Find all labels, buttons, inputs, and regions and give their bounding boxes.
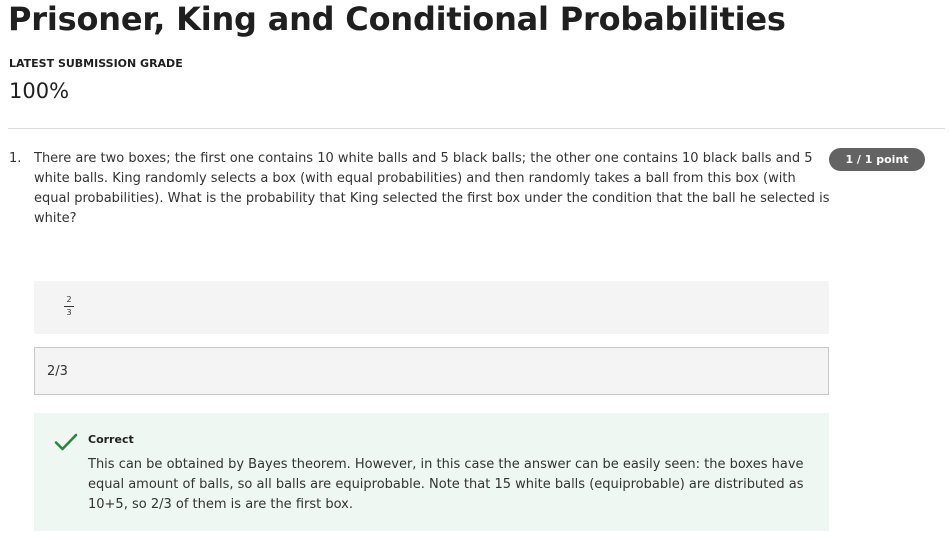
feedback-status: Correct — [88, 433, 134, 446]
page-title: Prisoner, King and Conditional Probabili… — [8, 0, 786, 38]
feedback-panel: Correct This can be obtained by Bayes th… — [34, 413, 829, 531]
question-number: 1. — [9, 151, 22, 166]
answer-input[interactable] — [34, 347, 829, 395]
question-text: There are two boxes; the first one conta… — [34, 151, 830, 226]
fraction-numerator: 2 — [64, 295, 74, 307]
answer-math-preview: 2 3 — [34, 281, 829, 334]
divider — [8, 128, 945, 129]
grade-value: 100% — [9, 79, 70, 103]
fraction-preview: 2 3 — [64, 295, 74, 318]
fraction-denominator: 3 — [66, 308, 72, 317]
feedback-explanation: This can be obtained by Bayes theorem. H… — [88, 457, 804, 512]
grade-label: LATEST SUBMISSION GRADE — [9, 57, 183, 70]
points-badge: 1 / 1 point — [829, 148, 925, 171]
check-icon — [54, 433, 78, 451]
